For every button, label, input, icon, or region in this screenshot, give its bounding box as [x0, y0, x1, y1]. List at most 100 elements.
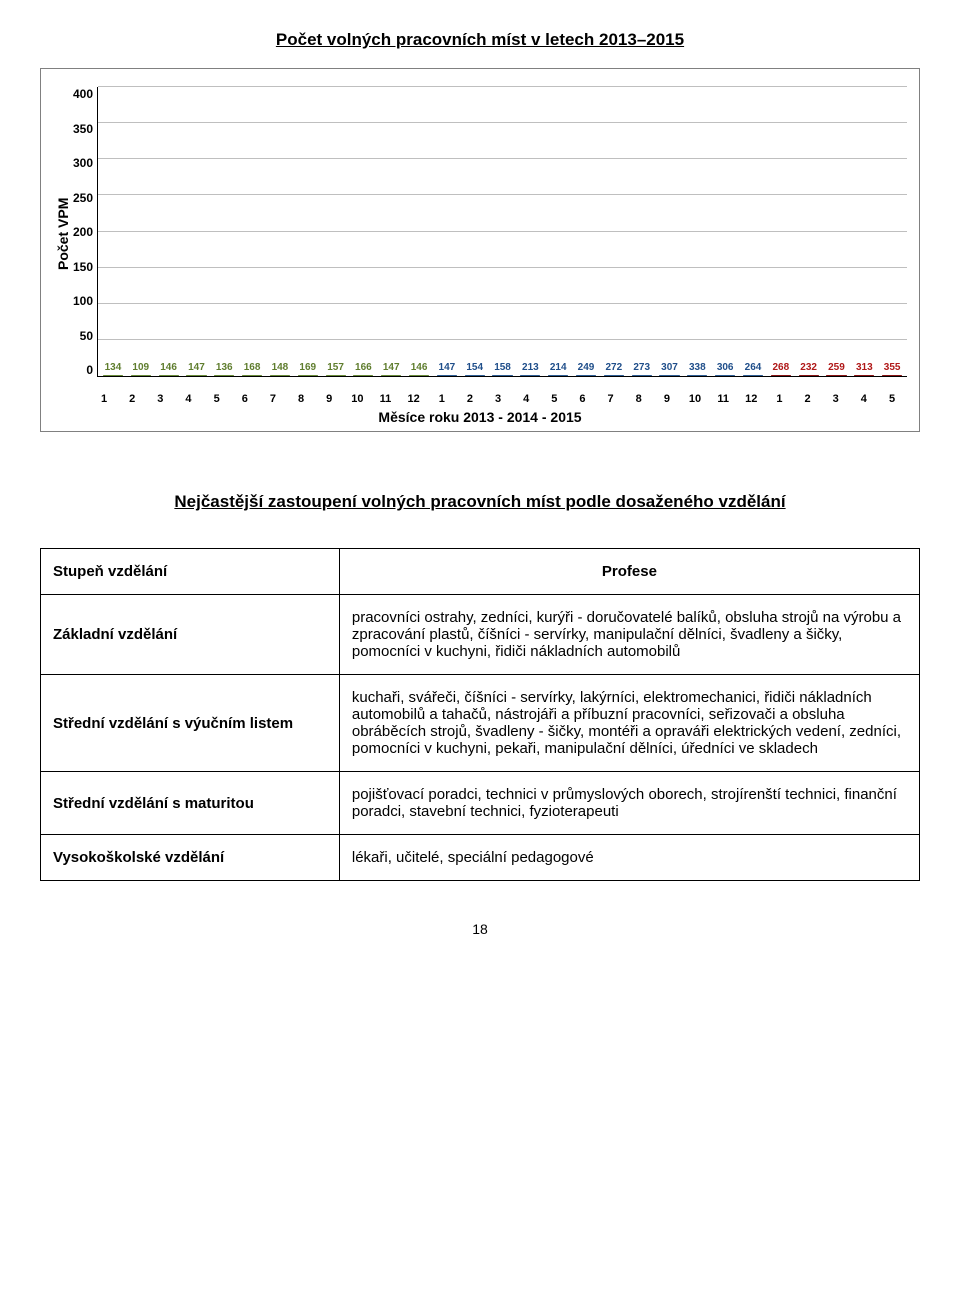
table-row: Střední vzdělání s výučním listemkuchaři…: [41, 675, 920, 772]
x-tick: 11: [372, 393, 398, 405]
bar-value-label: 168: [244, 362, 261, 373]
bar: 147: [434, 362, 460, 376]
bar-rect: [687, 375, 707, 376]
cell-level: Základní vzdělání: [41, 595, 340, 675]
x-tick: 5: [879, 393, 905, 405]
bar-value-label: 268: [772, 362, 789, 373]
bar-value-label: 147: [439, 362, 456, 373]
y-axis-label: Počet VPM: [53, 79, 73, 389]
bar-rect: [799, 375, 819, 376]
bar-rect: [409, 375, 429, 376]
cell-profession: pracovníci ostrahy, zedníci, kurýři - do…: [339, 595, 919, 675]
bar-rect: [159, 375, 179, 376]
table-row: Základní vzdělánípracovníci ostrahy, zed…: [41, 595, 920, 675]
education-table: Stupeň vzdělání Profese Základní vzdělán…: [40, 548, 920, 881]
bar: 249: [573, 362, 599, 376]
bar-value-label: 272: [606, 362, 623, 373]
bar-value-label: 306: [717, 362, 734, 373]
x-tick: 9: [654, 393, 680, 405]
table-row: Střední vzdělání s maturitoupojišťovací …: [41, 772, 920, 835]
y-tick: 100: [73, 294, 93, 308]
x-tick: 8: [288, 393, 314, 405]
y-axis: 400350300250200150100500: [73, 87, 97, 377]
bar-rect: [353, 375, 373, 376]
bar: 147: [378, 362, 404, 376]
bar-rect: [326, 375, 346, 376]
x-tick: 1: [766, 393, 792, 405]
bar-rect: [854, 375, 874, 376]
bar: 158: [490, 362, 516, 376]
x-tick: 3: [485, 393, 511, 405]
x-tick: 6: [232, 393, 258, 405]
y-tick: 250: [73, 191, 93, 205]
bar: 313: [851, 362, 877, 376]
bar-rect: [771, 375, 791, 376]
y-tick: 400: [73, 87, 93, 101]
y-tick: 150: [73, 260, 93, 274]
bar: 147: [184, 362, 210, 376]
bar: 157: [323, 362, 349, 376]
table-row: Vysokoškolské vzdělánílékaři, učitelé, s…: [41, 835, 920, 881]
x-axis-label: Měsíce roku 2013 - 2014 - 2015: [53, 409, 907, 425]
bars-area: 1341091461471361681481691571661471461471…: [98, 87, 907, 376]
x-tick: 4: [513, 393, 539, 405]
bar-value-label: 158: [494, 362, 511, 373]
x-tick: 11: [710, 393, 736, 405]
bar-value-label: 213: [522, 362, 539, 373]
x-tick: 1: [429, 393, 455, 405]
bar: 109: [128, 362, 154, 376]
bar-value-label: 136: [216, 362, 233, 373]
x-tick: 2: [457, 393, 483, 405]
bar-value-label: 154: [466, 362, 483, 373]
bar-value-label: 249: [578, 362, 595, 373]
bar-value-label: 134: [105, 362, 122, 373]
section-title: Nejčastější zastoupení volných pracovníc…: [40, 492, 920, 512]
x-tick: 5: [541, 393, 567, 405]
bar-value-label: 146: [411, 362, 428, 373]
bar-rect: [576, 375, 596, 376]
y-tick: 300: [73, 156, 93, 170]
cell-level: Vysokoškolské vzdělání: [41, 835, 340, 881]
bar-rect: [743, 375, 763, 376]
bar-rect: [826, 375, 846, 376]
bar-rect: [270, 375, 290, 376]
x-tick: 3: [147, 393, 173, 405]
page-number: 18: [40, 921, 920, 937]
bar-value-label: 109: [132, 362, 149, 373]
bar-value-label: 313: [856, 362, 873, 373]
x-tick: 12: [401, 393, 427, 405]
bar: 169: [295, 362, 321, 376]
x-axis: 12345678910111212345678910111212345: [89, 389, 907, 405]
x-tick: 1: [91, 393, 117, 405]
x-tick: 3: [823, 393, 849, 405]
bar-rect: [882, 375, 902, 376]
bar: 154: [462, 362, 488, 376]
bar: 273: [629, 362, 655, 376]
bar: 136: [211, 362, 237, 376]
bar: 272: [601, 362, 627, 376]
x-tick: 2: [795, 393, 821, 405]
bar-rect: [520, 375, 540, 376]
bar-rect: [131, 375, 151, 376]
bar: 259: [824, 362, 850, 376]
bar: 307: [657, 362, 683, 376]
bar: 355: [879, 362, 905, 376]
bar-value-label: 146: [160, 362, 177, 373]
bar-value-label: 148: [272, 362, 289, 373]
bar: 148: [267, 362, 293, 376]
x-tick: 7: [260, 393, 286, 405]
chart-plot: 1341091461471361681481691571661471461471…: [97, 87, 907, 377]
x-tick: 4: [175, 393, 201, 405]
bar-rect: [492, 375, 512, 376]
bar: 146: [156, 362, 182, 376]
bar-value-label: 232: [800, 362, 817, 373]
bar-value-label: 214: [550, 362, 567, 373]
bar-value-label: 264: [745, 362, 762, 373]
th-profession: Profese: [339, 549, 919, 595]
bar-rect: [186, 375, 206, 376]
x-tick: 10: [682, 393, 708, 405]
cell-level: Střední vzdělání s výučním listem: [41, 675, 340, 772]
bar-rect: [437, 375, 457, 376]
bar: 166: [350, 362, 376, 376]
bar-value-label: 338: [689, 362, 706, 373]
